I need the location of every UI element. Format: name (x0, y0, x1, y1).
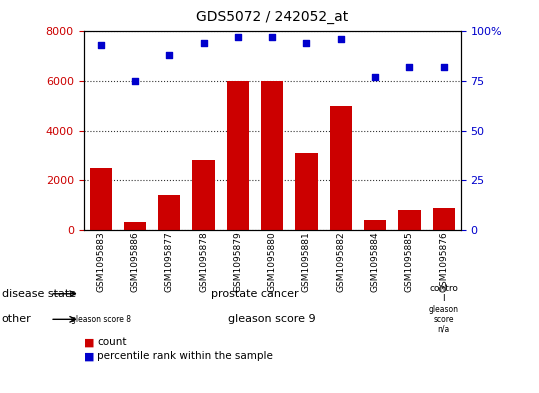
Text: GSM1095880: GSM1095880 (268, 231, 277, 292)
Point (165, 52, 174, 59)
Point (405, 64, 414, 70)
Bar (124, 222, 146, 230)
Point (233, 34, 242, 40)
Text: GSM1095882: GSM1095882 (336, 231, 345, 292)
Text: count: count (97, 338, 127, 347)
Bar (192, 160, 215, 230)
Point (439, 64, 448, 70)
Bar (295, 153, 317, 230)
Text: GSM1095876: GSM1095876 (439, 231, 448, 292)
Point (130, 78, 139, 84)
Point (302, 40, 311, 46)
Text: gleason score 9: gleason score 9 (229, 314, 316, 324)
Text: percentile rank within the sample: percentile rank within the sample (97, 351, 273, 361)
Text: GSM1095877: GSM1095877 (165, 231, 174, 292)
Point (199, 40, 208, 46)
Bar (398, 210, 420, 230)
Point (336, 36, 345, 42)
Text: GSM1095878: GSM1095878 (199, 231, 208, 292)
Bar (261, 81, 284, 230)
Text: ■: ■ (84, 338, 94, 347)
Bar (89, 168, 112, 230)
Text: prostate cancer: prostate cancer (211, 289, 299, 299)
Text: GSM1095886: GSM1095886 (130, 231, 140, 292)
Text: disease state: disease state (2, 289, 76, 299)
Text: gleason
score
n/a: gleason score n/a (429, 305, 459, 334)
Text: GSM1095883: GSM1095883 (96, 231, 105, 292)
Text: ■: ■ (84, 351, 94, 361)
Text: gleason score 8: gleason score 8 (71, 315, 130, 324)
Bar (432, 208, 455, 230)
Text: GSM1095885: GSM1095885 (405, 231, 414, 292)
Point (371, 74, 379, 80)
Text: contro
l: contro l (429, 285, 458, 303)
Text: GSM1095879: GSM1095879 (233, 231, 243, 292)
Bar (158, 195, 181, 230)
Bar (330, 106, 352, 230)
Text: other: other (2, 314, 31, 324)
Point (96, 42, 105, 48)
Bar (364, 220, 386, 230)
Bar (227, 81, 249, 230)
Text: GSM1095881: GSM1095881 (302, 231, 311, 292)
Text: GDS5072 / 242052_at: GDS5072 / 242052_at (196, 10, 348, 24)
Text: GSM1095884: GSM1095884 (371, 231, 379, 292)
Point (268, 34, 277, 40)
